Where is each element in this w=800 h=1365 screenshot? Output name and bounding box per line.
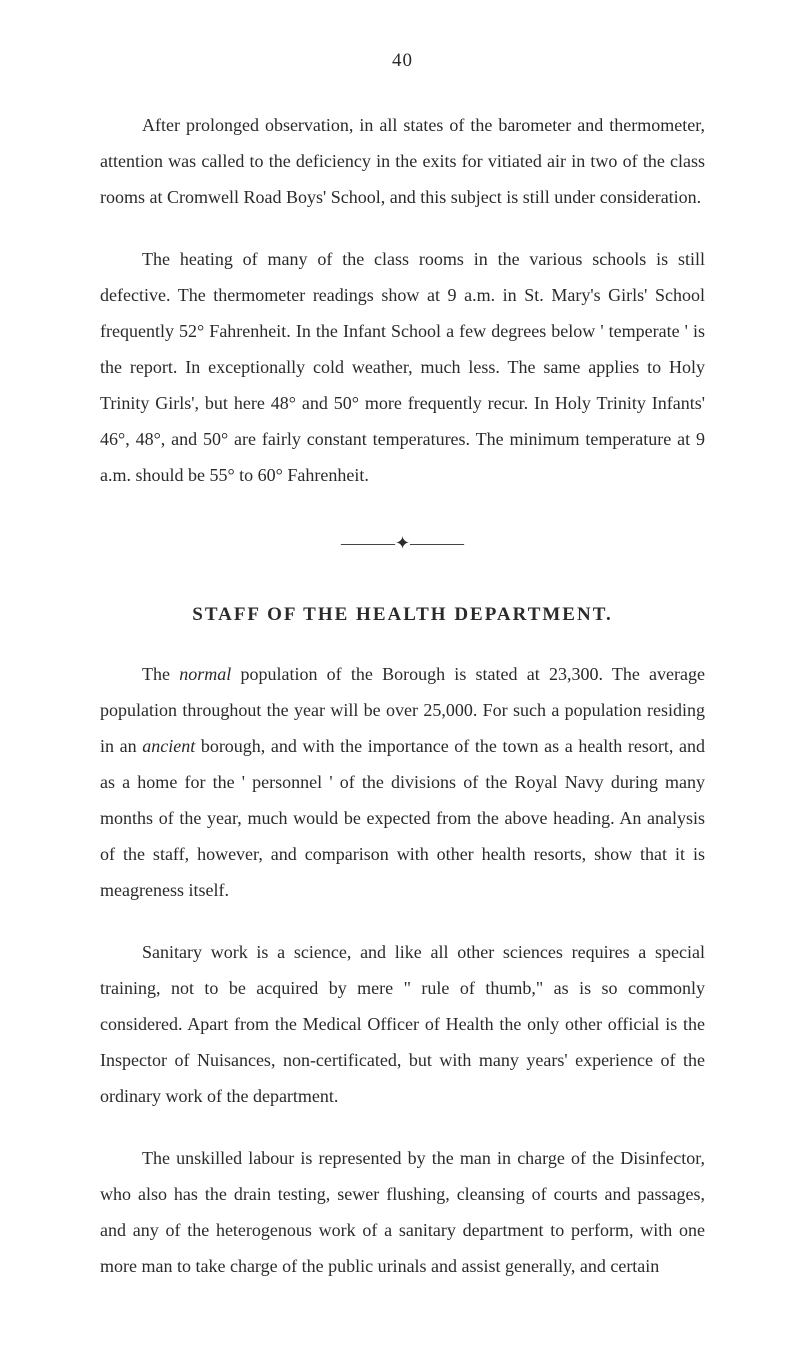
paragraph-2: The heating of many of the class rooms i…	[100, 241, 705, 493]
paragraph-3: The normal population of the Borough is …	[100, 656, 705, 908]
section-divider: ———✦———	[100, 533, 705, 554]
section-heading: STAFF OF THE HEALTH DEPARTMENT.	[100, 604, 705, 626]
text-span: The	[142, 664, 179, 684]
italic-text: ancient	[142, 736, 195, 756]
paragraph-4: Sanitary work is a science, and like all…	[100, 934, 705, 1114]
paragraph-5: The unskilled labour is represented by t…	[100, 1140, 705, 1284]
page-number: 40	[100, 50, 705, 72]
text-span: borough, and with the importance of the …	[100, 736, 705, 900]
paragraph-1: After prolonged observation, in all stat…	[100, 107, 705, 215]
italic-text: normal	[179, 664, 231, 684]
